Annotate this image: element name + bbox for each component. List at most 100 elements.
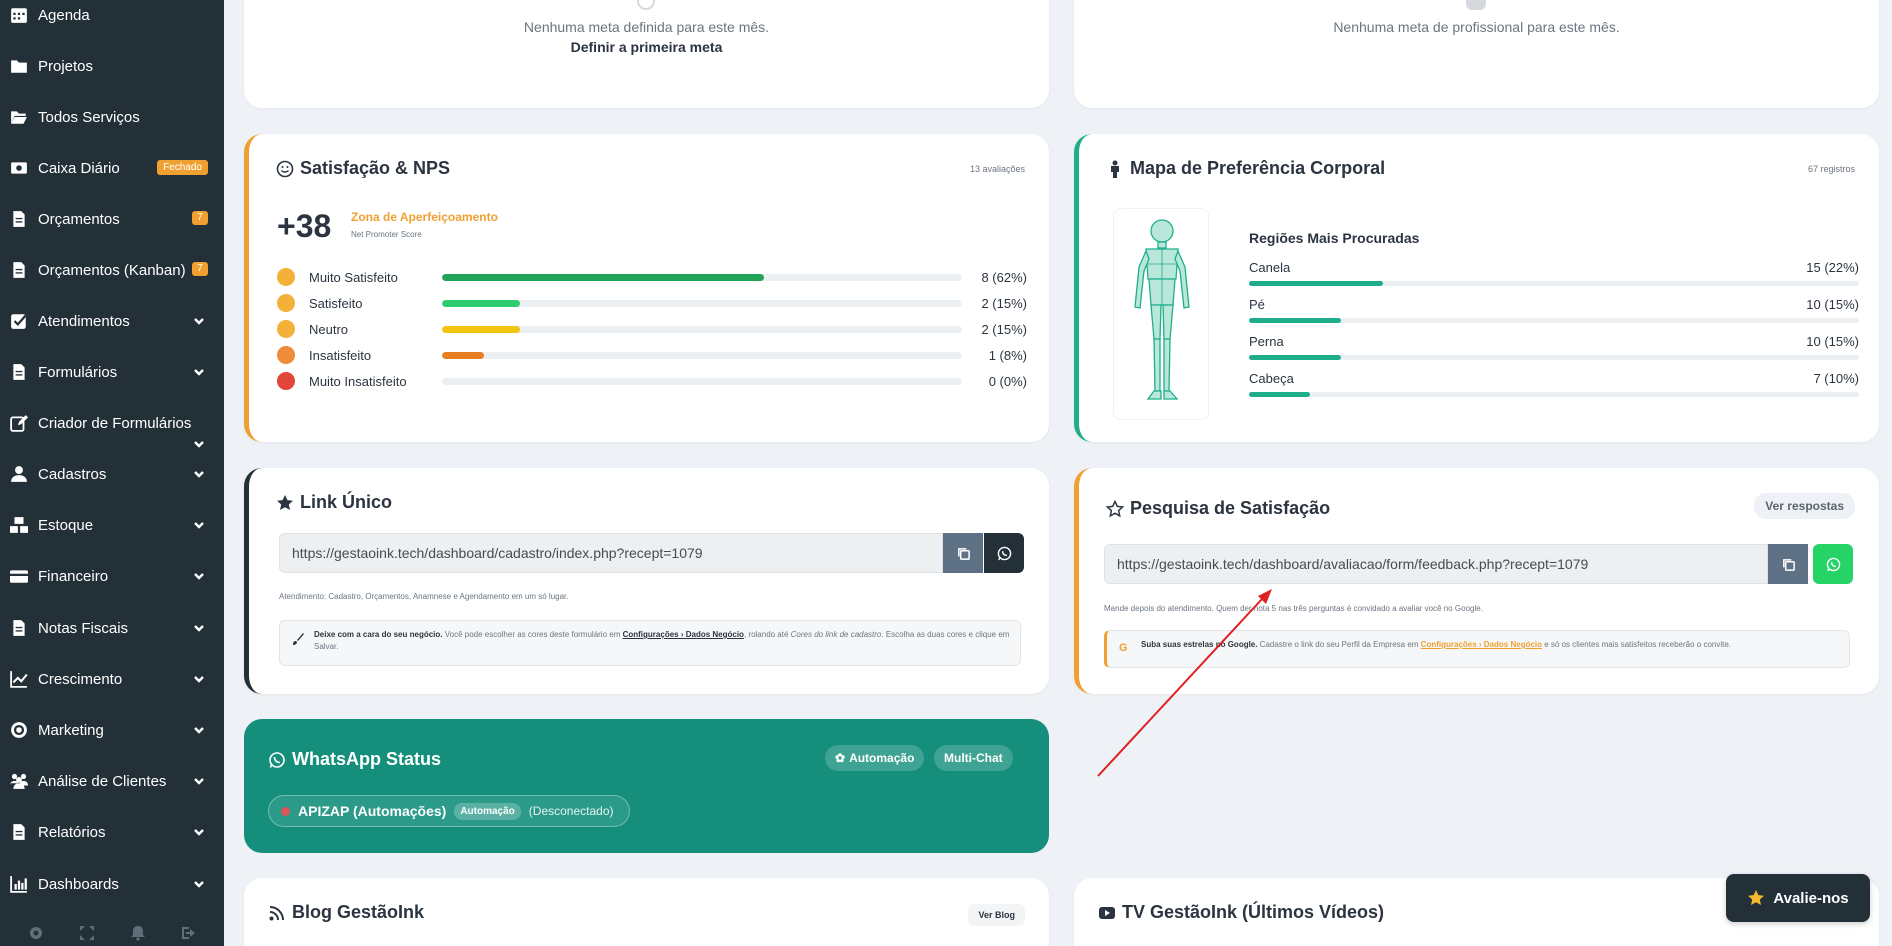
chevron-down-icon bbox=[192, 569, 206, 583]
rate-us-button[interactable]: Avalie-nos bbox=[1726, 874, 1870, 922]
users-icon bbox=[0, 772, 38, 790]
nps-row: Muito Insatisfeito 0 (0%) bbox=[277, 372, 1027, 390]
professional-goals-card: Nenhuma meta de profissional para este m… bbox=[1074, 0, 1879, 108]
sidebar-item-label: Todos Serviços bbox=[38, 108, 140, 126]
rss-icon bbox=[269, 905, 284, 920]
nps-row-label: Neutro bbox=[309, 321, 349, 337]
star-outline-icon bbox=[1106, 499, 1124, 517]
smile-icon bbox=[276, 160, 294, 177]
tv-title-text: TV GestãoInk (Últimos Vídeos) bbox=[1122, 902, 1385, 922]
link-unico-url-field[interactable]: https://gestaoink.tech/dashboard/cadastr… bbox=[279, 533, 943, 573]
connection-status[interactable]: APIZAP (Automações) Automação (Desconect… bbox=[268, 795, 630, 827]
checkbox-icon bbox=[0, 312, 38, 330]
sidebar-item-orcamentos-kanban[interactable]: Orçamentos (Kanban) 7 bbox=[0, 250, 224, 290]
nps-row-label: Muito Insatisfeito bbox=[309, 373, 407, 389]
regions-title: Regiões Mais Procuradas bbox=[1249, 230, 1420, 246]
sidebar-item-label: Atendimentos bbox=[38, 312, 130, 330]
sidebar-item-caixa-diario[interactable]: Caixa Diário Fechado bbox=[0, 148, 224, 188]
pesquisa-caption: Mande depois do atendimento. Quem der no… bbox=[1104, 604, 1483, 613]
view-responses-button[interactable]: Ver respostas bbox=[1754, 493, 1855, 519]
define-goal-link[interactable]: Definir a primeira meta bbox=[570, 39, 723, 55]
sidebar-item-orcamentos[interactable]: Orçamentos 7 bbox=[0, 199, 224, 239]
nps-row-bar-fill bbox=[442, 351, 484, 359]
settings-link[interactable]: Configurações › Dados Negócio bbox=[1420, 640, 1543, 649]
multichat-button[interactable]: Multi-Chat bbox=[934, 745, 1013, 771]
region-bar-fill bbox=[1249, 392, 1310, 397]
sidebar-item-relatorios[interactable]: Relatórios bbox=[0, 812, 224, 852]
nps-row-value: 1 (8%) bbox=[988, 347, 1027, 363]
sidebar-item-marketing[interactable]: Marketing bbox=[0, 710, 224, 750]
sidebar-item-agenda[interactable]: Agenda bbox=[0, 0, 224, 35]
settings-link[interactable]: Configurações › Dados Negócio bbox=[622, 630, 744, 639]
logout-icon[interactable] bbox=[181, 925, 197, 941]
sidebar-item-criador-formularios[interactable]: Criador de Formulários bbox=[0, 403, 224, 443]
sidebar-item-label: Orçamentos bbox=[38, 210, 120, 228]
nps-row-value: 2 (15%) bbox=[981, 321, 1027, 337]
expand-icon[interactable] bbox=[79, 925, 95, 941]
link-unico-title-text: Link Único bbox=[300, 492, 393, 512]
automation-button[interactable]: ✿ Automação bbox=[825, 745, 925, 771]
nps-subtitle: Net Promoter Score bbox=[351, 230, 422, 239]
note-text: Cadastre o link do seu Perfil da Empresa… bbox=[1257, 640, 1421, 649]
sidebar-item-label: Cadastros bbox=[38, 465, 107, 483]
folder-open-icon bbox=[0, 108, 38, 126]
link-unico-note: Deixe com a cara do seu negócio. Você po… bbox=[279, 620, 1021, 666]
status-dot bbox=[281, 806, 290, 816]
sidebar-item-label: Orçamentos (Kanban) bbox=[38, 261, 186, 279]
bodymap-title: Mapa de Preferência Corporal bbox=[1106, 158, 1385, 179]
user-icon bbox=[0, 465, 38, 483]
sidebar-item-dashboards[interactable]: Dashboards bbox=[0, 864, 224, 904]
copy-button[interactable] bbox=[943, 533, 983, 573]
sidebar-item-projetos[interactable]: Projetos bbox=[0, 46, 224, 86]
nps-score: +38 bbox=[277, 208, 332, 244]
automation-label: Automação bbox=[849, 751, 915, 765]
whatsapp-share-button[interactable] bbox=[1813, 544, 1853, 584]
chevron-down-icon bbox=[192, 672, 206, 686]
sidebar-item-cadastros[interactable]: Cadastros bbox=[0, 454, 224, 494]
gear-icon[interactable] bbox=[28, 925, 44, 941]
chevron-down-icon bbox=[192, 774, 206, 788]
nps-row-label: Muito Satisfeito bbox=[309, 269, 398, 285]
human-body-illustration bbox=[1134, 219, 1190, 400]
nps-row-bar bbox=[442, 273, 962, 281]
sidebar-item-crescimento[interactable]: Crescimento bbox=[0, 659, 224, 699]
nps-row-label: Satisfeito bbox=[309, 295, 363, 311]
nps-row-value: 0 (0%) bbox=[988, 373, 1027, 389]
gear-icon: ✿ bbox=[835, 751, 846, 765]
whatsapp-title-text: WhatsApp Status bbox=[292, 749, 442, 769]
professional-goals-empty-text: Nenhuma meta de profissional para este m… bbox=[1333, 19, 1620, 35]
view-blog-button[interactable]: Ver Blog bbox=[968, 904, 1025, 926]
rate-us-label: Avalie-nos bbox=[1773, 889, 1849, 907]
body-figure[interactable] bbox=[1113, 208, 1209, 420]
blog-title: Blog GestãoInk bbox=[268, 902, 424, 923]
sidebar-item-estoque[interactable]: Estoque bbox=[0, 505, 224, 545]
region-bar-fill bbox=[1249, 355, 1341, 360]
note-text: Você pode escolher as cores deste formul… bbox=[442, 630, 623, 639]
sidebar-item-formularios[interactable]: Formulários bbox=[0, 352, 224, 392]
sidebar-item-analise-clientes[interactable]: Análise de Clientes bbox=[0, 761, 224, 801]
pesquisa-url-field[interactable]: https://gestaoink.tech/dashboard/avaliac… bbox=[1104, 544, 1768, 584]
sidebar-item-atendimentos[interactable]: Atendimentos bbox=[0, 301, 224, 341]
emoji-icon bbox=[277, 372, 295, 390]
whatsapp-icon bbox=[997, 546, 1011, 560]
bell-icon[interactable] bbox=[130, 925, 146, 941]
report-icon bbox=[0, 823, 38, 841]
count-badge: 7 bbox=[192, 262, 208, 276]
chevron-down-icon bbox=[192, 314, 206, 328]
calendar-icon bbox=[0, 6, 38, 24]
copy-button[interactable] bbox=[1768, 544, 1808, 584]
chevron-down-icon[interactable] bbox=[192, 437, 206, 451]
nps-row-bar bbox=[442, 325, 962, 333]
nps-title-text: Satisfação & NPS bbox=[300, 158, 451, 178]
region-bar-fill bbox=[1249, 281, 1384, 286]
region-label: Canela bbox=[1249, 260, 1291, 275]
sidebar-item-label: Caixa Diário bbox=[38, 159, 120, 177]
whatsapp-share-button[interactable] bbox=[984, 533, 1024, 573]
sidebar-item-todos-servicos[interactable]: Todos Serviços bbox=[0, 97, 224, 137]
nps-row: Muito Satisfeito 8 (62%) bbox=[277, 268, 1027, 286]
sidebar-item-financeiro[interactable]: Financeiro bbox=[0, 556, 224, 596]
nps-row: Neutro 2 (15%) bbox=[277, 320, 1027, 338]
folder-icon bbox=[0, 57, 38, 75]
sidebar-item-notas-fiscais[interactable]: Notas Fiscais bbox=[0, 608, 224, 648]
region-label: Perna bbox=[1249, 334, 1284, 349]
